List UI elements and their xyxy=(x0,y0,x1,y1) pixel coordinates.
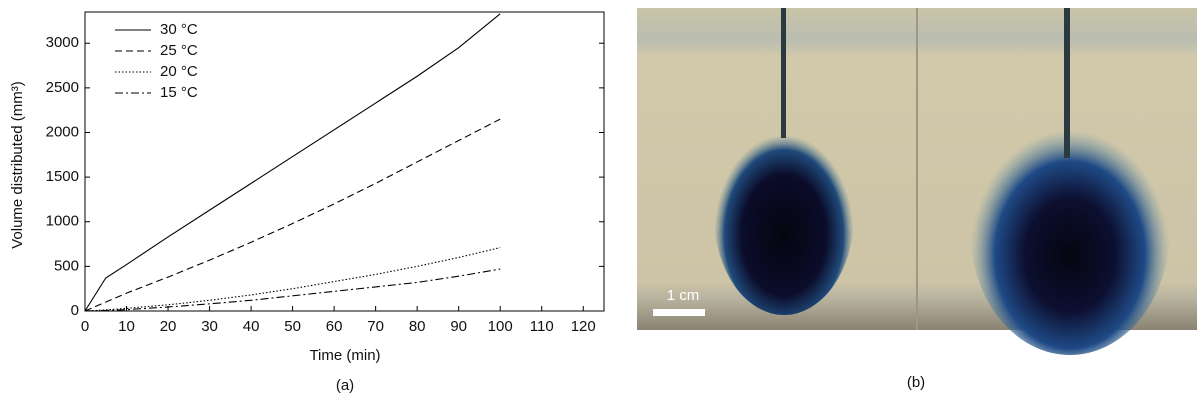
y-tick-label: 1000 xyxy=(46,213,79,230)
plot-frame xyxy=(84,11,605,312)
y-tick-label: 2000 xyxy=(46,123,79,140)
y-tick-label: 2500 xyxy=(46,79,79,96)
x-tick-label: 40 xyxy=(243,318,260,335)
y-tick-label: 0 xyxy=(71,302,79,319)
y-tick-label: 3000 xyxy=(46,34,79,51)
legend-label: 25 °C xyxy=(160,42,198,59)
x-tick-label: 110 xyxy=(530,318,554,335)
y-tick-label: 500 xyxy=(54,257,79,274)
x-tick-label: 90 xyxy=(450,318,467,335)
x-tick-label: 100 xyxy=(488,318,513,335)
scale-label: 1 cm xyxy=(667,287,700,304)
y-axis-label: Volume distributed (mm³) xyxy=(9,81,26,249)
panel-label: (a) xyxy=(336,377,354,394)
x-tick-label: 10 xyxy=(118,318,135,335)
y-tick-label: 1500 xyxy=(46,168,79,185)
x-tick-label: 80 xyxy=(409,318,426,335)
data-line xyxy=(84,118,501,312)
panel-label: (b) xyxy=(907,374,925,391)
photo: 1 cm xyxy=(637,8,1197,355)
x-tick-label: 70 xyxy=(367,318,384,335)
x-axis-label: Time (min) xyxy=(309,347,380,364)
data-line xyxy=(84,13,501,312)
legend-label: 30 °C xyxy=(160,21,198,38)
data-line xyxy=(84,268,501,312)
x-tick-label: 30 xyxy=(201,318,218,335)
x-tick-label: 50 xyxy=(284,318,301,335)
x-tick-label: 0 xyxy=(81,318,89,335)
legend-label: 15 °C xyxy=(160,84,198,101)
x-tick-label: 120 xyxy=(571,318,596,335)
x-tick-label: 20 xyxy=(160,318,177,335)
x-tick-label: 60 xyxy=(326,318,343,335)
legend-label: 20 °C xyxy=(160,63,198,80)
